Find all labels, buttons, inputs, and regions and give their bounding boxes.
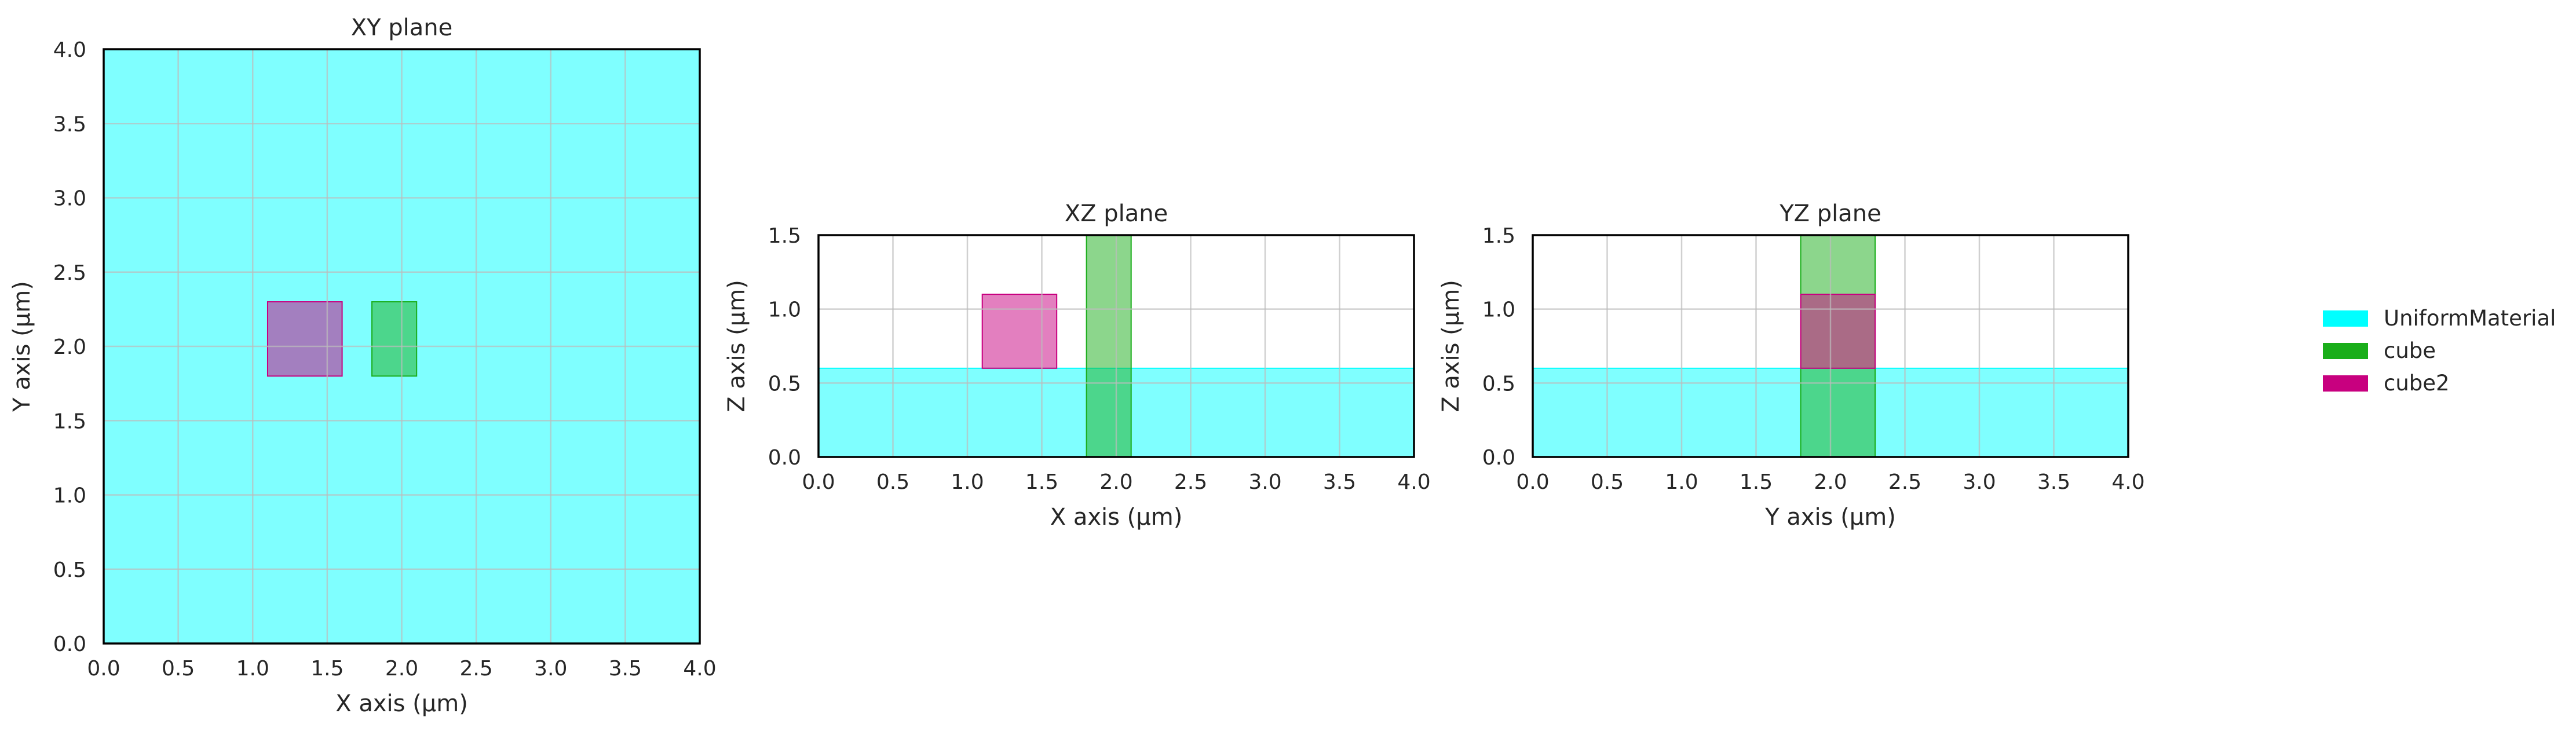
plot1-x-tick-label: 1.0 xyxy=(236,657,269,681)
plot3-y-tick-label: 0.5 xyxy=(1482,372,1515,396)
plot1-x-tick-label: 4.0 xyxy=(683,657,716,681)
plot2-x-tick-label: 1.0 xyxy=(951,470,984,494)
plot2-frame xyxy=(817,234,1415,458)
plot2-x-tick-label: 4.0 xyxy=(1397,470,1430,494)
plot2-x-tick-label: 0.0 xyxy=(802,470,835,494)
plot1-x-axis-label: X axis (µm) xyxy=(335,690,468,717)
plot3-region-cube2 xyxy=(1800,294,1876,369)
plot2-region-cube xyxy=(1086,235,1132,458)
legend-swatch-uniformmaterial xyxy=(2323,310,2368,327)
plot3-x-tick-label: 1.0 xyxy=(1665,470,1698,494)
plot2-title: XZ plane xyxy=(1065,200,1168,227)
legend-label-cube2: cube2 xyxy=(2384,371,2450,396)
plot3-x-tick-label: 2.0 xyxy=(1814,470,1847,494)
plot2-y-tick-label: 0.5 xyxy=(768,372,801,396)
legend-label-uniformmaterial: UniformMaterial xyxy=(2384,306,2556,331)
plot3-x-axis-label: Y axis (µm) xyxy=(1764,504,1896,531)
plot3-x-tick-label: 3.5 xyxy=(2037,470,2070,494)
plot2-x-tick-label: 3.0 xyxy=(1248,470,1281,494)
plot1-y-tick-label: 3.0 xyxy=(53,187,86,211)
plot2-x-tick-label: 0.5 xyxy=(876,470,909,494)
plot1-y-tick-label: 2.5 xyxy=(53,261,86,285)
plot1-y-tick-label: 4.0 xyxy=(53,38,86,62)
plot3-x-tick-label: 3.0 xyxy=(1963,470,1996,494)
legend-label-cube: cube xyxy=(2384,338,2436,363)
plot1-y-tick-label: 0.5 xyxy=(53,558,86,582)
plot1-frame xyxy=(103,48,701,645)
plot1-y-tick-label: 3.5 xyxy=(53,112,86,136)
plot1-title: XY plane xyxy=(351,14,453,41)
plot2-y-axis-label: Z axis (µm) xyxy=(724,280,750,412)
plot3-frame xyxy=(1532,234,2129,458)
plot1-x-tick-label: 3.5 xyxy=(609,657,642,681)
plot3-x-tick-label: 4.0 xyxy=(2111,470,2144,494)
plot1-x-tick-label: 2.5 xyxy=(459,657,492,681)
plot2-x-axis-label: X axis (µm) xyxy=(1050,504,1183,531)
plot3-y-tick-label: 0.0 xyxy=(1482,446,1515,470)
plot1-y-tick-label: 0.0 xyxy=(53,632,86,656)
plot2-x-tick-label: 2.5 xyxy=(1174,470,1207,494)
plot2-x-tick-label: 1.5 xyxy=(1025,470,1058,494)
plot3-title: YZ plane xyxy=(1779,200,1881,227)
plot3-y-tick-label: 1.5 xyxy=(1482,224,1515,248)
plot1-y-tick-label: 1.5 xyxy=(53,409,86,433)
legend-swatch-cube xyxy=(2323,343,2368,359)
plot2-y-tick-label: 0.0 xyxy=(768,446,801,470)
plot1-y-axis-label: Y axis (µm) xyxy=(9,281,35,412)
plot2-y-tick-label: 1.0 xyxy=(768,298,801,322)
plot2-y-tick-label: 1.5 xyxy=(768,224,801,248)
plot3-y-tick-label: 1.0 xyxy=(1482,298,1515,322)
plot1-x-tick-label: 3.0 xyxy=(534,657,567,681)
plot1-x-tick-label: 0.0 xyxy=(87,657,120,681)
plot2-x-tick-label: 2.0 xyxy=(1099,470,1132,494)
legend-swatch-cube2 xyxy=(2323,375,2368,392)
plot3-x-tick-label: 0.5 xyxy=(1591,470,1624,494)
plot3-y-axis-label: Z axis (µm) xyxy=(1438,280,1464,412)
plot2-region-cube2 xyxy=(981,294,1058,369)
plot1-x-tick-label: 2.0 xyxy=(385,657,418,681)
plot1-region-cube xyxy=(371,301,418,377)
plot3-x-tick-label: 2.5 xyxy=(1888,470,1921,494)
plot1-x-tick-label: 0.5 xyxy=(162,657,195,681)
plot1-y-tick-label: 1.0 xyxy=(53,484,86,508)
plot1-region-cube2 xyxy=(266,301,343,377)
plot1-x-tick-label: 1.5 xyxy=(310,657,344,681)
plot3-x-tick-label: 0.0 xyxy=(1516,470,1549,494)
plot1-y-tick-label: 2.0 xyxy=(53,335,86,359)
plot3-x-tick-label: 1.5 xyxy=(1740,470,1773,494)
plot2-x-tick-label: 3.5 xyxy=(1323,470,1356,494)
